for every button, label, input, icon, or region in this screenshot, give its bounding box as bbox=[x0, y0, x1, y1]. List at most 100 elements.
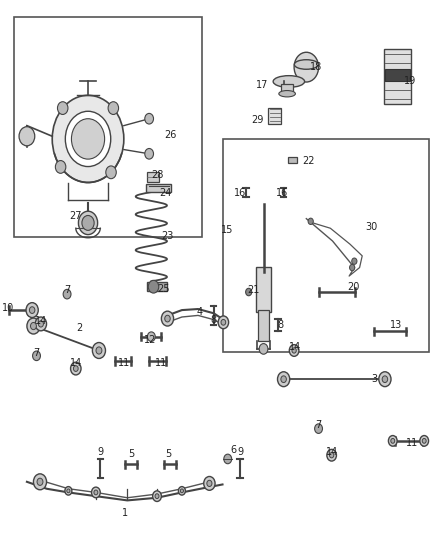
Text: 30: 30 bbox=[365, 222, 377, 232]
Circle shape bbox=[27, 318, 40, 334]
Text: 25: 25 bbox=[157, 284, 170, 294]
Circle shape bbox=[37, 478, 43, 486]
Circle shape bbox=[391, 439, 395, 443]
Circle shape bbox=[290, 345, 299, 357]
Text: 5: 5 bbox=[166, 449, 172, 458]
Text: 4: 4 bbox=[196, 306, 202, 317]
Bar bbox=[223, 139, 428, 352]
Circle shape bbox=[180, 489, 184, 492]
Circle shape bbox=[106, 166, 116, 179]
Text: 1: 1 bbox=[122, 508, 128, 518]
Text: 22: 22 bbox=[302, 156, 315, 166]
Bar bbox=[384, 49, 411, 104]
Circle shape bbox=[329, 453, 334, 458]
Circle shape bbox=[224, 454, 232, 464]
Circle shape bbox=[52, 95, 124, 182]
Circle shape bbox=[218, 316, 229, 329]
Circle shape bbox=[153, 491, 161, 502]
Circle shape bbox=[78, 211, 98, 235]
Text: 18: 18 bbox=[310, 62, 322, 72]
Circle shape bbox=[29, 307, 35, 313]
Circle shape bbox=[221, 319, 226, 325]
Circle shape bbox=[35, 317, 46, 331]
Circle shape bbox=[31, 322, 36, 329]
Bar bbox=[146, 183, 171, 192]
Text: 3: 3 bbox=[371, 374, 377, 384]
Text: 7: 7 bbox=[33, 348, 39, 358]
Circle shape bbox=[161, 311, 173, 326]
Text: 21: 21 bbox=[247, 286, 259, 295]
Text: 8: 8 bbox=[277, 320, 283, 330]
Bar bbox=[268, 108, 282, 124]
Circle shape bbox=[382, 376, 388, 383]
Text: 10: 10 bbox=[3, 303, 15, 313]
Text: 9: 9 bbox=[237, 447, 243, 456]
Circle shape bbox=[82, 215, 94, 230]
Text: 14: 14 bbox=[325, 447, 338, 456]
Text: 6: 6 bbox=[230, 445, 236, 455]
Circle shape bbox=[94, 490, 98, 495]
Text: 7: 7 bbox=[315, 420, 321, 430]
Ellipse shape bbox=[294, 60, 318, 69]
Text: 8: 8 bbox=[211, 314, 217, 325]
Text: 16: 16 bbox=[276, 188, 289, 198]
Circle shape bbox=[145, 149, 153, 159]
Bar bbox=[281, 84, 293, 93]
Circle shape bbox=[96, 347, 102, 354]
Circle shape bbox=[389, 435, 397, 446]
Text: 24: 24 bbox=[159, 188, 172, 198]
Bar bbox=[288, 157, 297, 164]
Text: 14: 14 bbox=[289, 342, 301, 352]
Text: 12: 12 bbox=[144, 335, 156, 345]
Circle shape bbox=[165, 315, 170, 322]
Circle shape bbox=[207, 480, 212, 487]
Text: 11: 11 bbox=[155, 358, 167, 368]
Circle shape bbox=[71, 119, 105, 159]
Circle shape bbox=[281, 376, 286, 383]
Text: 11: 11 bbox=[406, 438, 418, 448]
Circle shape bbox=[148, 332, 155, 342]
Circle shape bbox=[314, 424, 322, 433]
Circle shape bbox=[38, 321, 43, 327]
Text: 2: 2 bbox=[76, 322, 82, 333]
Circle shape bbox=[294, 52, 318, 82]
Text: 7: 7 bbox=[64, 286, 70, 295]
Text: 15: 15 bbox=[221, 225, 233, 236]
Text: 11: 11 bbox=[118, 358, 130, 368]
Text: 23: 23 bbox=[161, 231, 174, 241]
Ellipse shape bbox=[279, 91, 295, 97]
Text: 29: 29 bbox=[251, 115, 264, 125]
Text: 26: 26 bbox=[164, 130, 177, 140]
Circle shape bbox=[32, 351, 40, 361]
Circle shape bbox=[259, 344, 268, 354]
Ellipse shape bbox=[273, 76, 304, 87]
Circle shape bbox=[145, 114, 153, 124]
Circle shape bbox=[33, 474, 46, 490]
Circle shape bbox=[292, 348, 296, 353]
Text: 13: 13 bbox=[390, 320, 402, 330]
Bar bbox=[258, 310, 269, 341]
Bar bbox=[14, 17, 201, 237]
Circle shape bbox=[350, 264, 355, 271]
Circle shape bbox=[422, 439, 426, 443]
Text: 17: 17 bbox=[256, 80, 268, 90]
Circle shape bbox=[63, 289, 71, 299]
Text: 9: 9 bbox=[97, 447, 103, 456]
Bar bbox=[147, 172, 159, 182]
Circle shape bbox=[379, 372, 391, 386]
Text: 19: 19 bbox=[404, 77, 417, 86]
Circle shape bbox=[92, 343, 106, 359]
Circle shape bbox=[327, 449, 336, 461]
Bar bbox=[256, 266, 271, 312]
Text: 20: 20 bbox=[347, 282, 360, 292]
Circle shape bbox=[55, 160, 66, 173]
Circle shape bbox=[308, 218, 313, 224]
Circle shape bbox=[92, 487, 100, 498]
Circle shape bbox=[26, 303, 38, 318]
Circle shape bbox=[74, 366, 78, 372]
Circle shape bbox=[148, 280, 159, 293]
Bar bbox=[385, 69, 410, 81]
Text: 28: 28 bbox=[151, 170, 163, 180]
Circle shape bbox=[65, 111, 111, 166]
Circle shape bbox=[65, 487, 72, 495]
